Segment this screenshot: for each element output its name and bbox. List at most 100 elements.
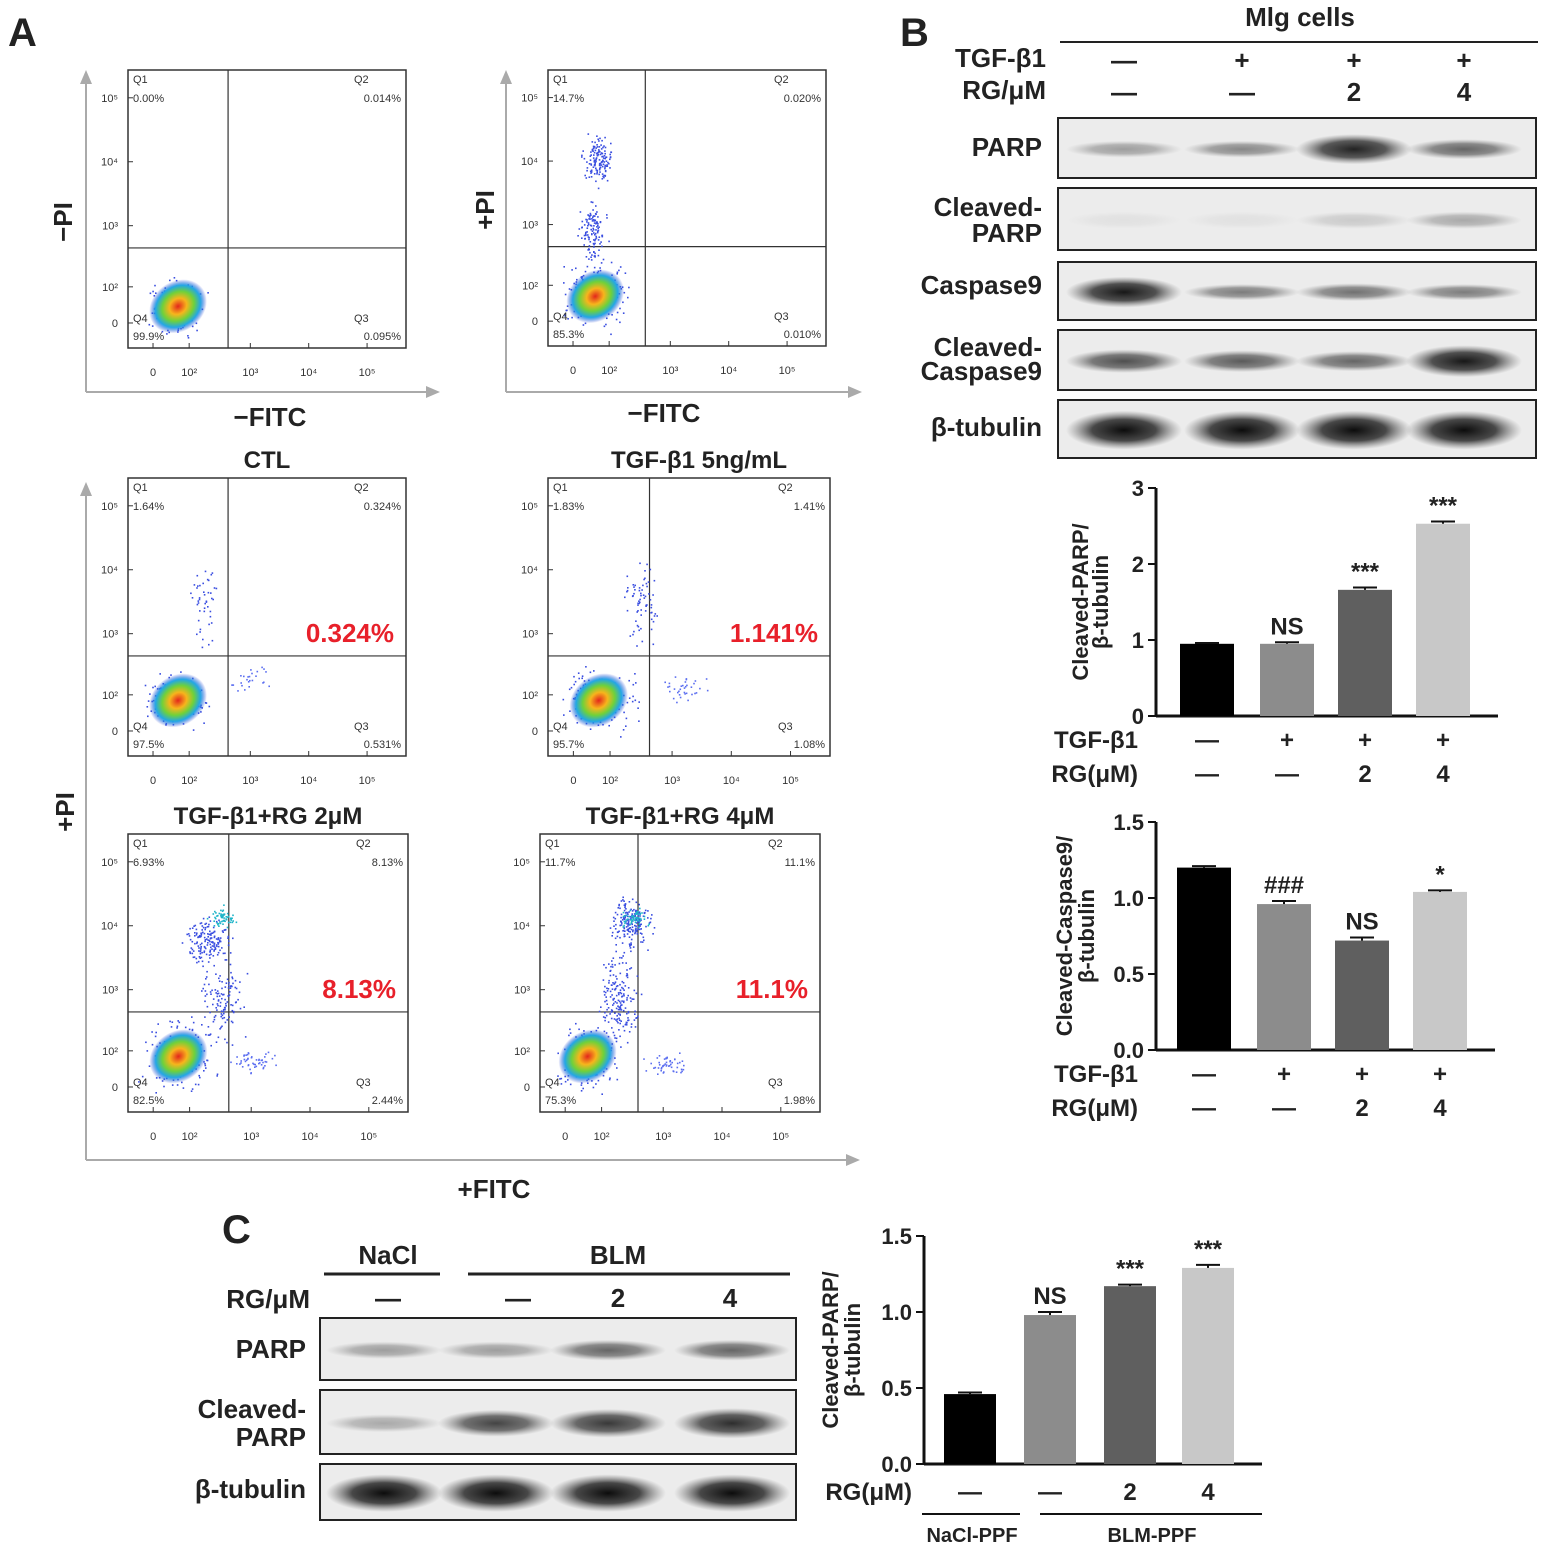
scatter-dot bbox=[617, 1005, 619, 1007]
scatter-dot bbox=[638, 629, 640, 632]
scatter-dot bbox=[232, 937, 234, 940]
scatter-dot bbox=[218, 977, 220, 980]
scatter-dot bbox=[202, 987, 204, 990]
scatter-dot bbox=[584, 233, 587, 235]
scatter-dot bbox=[616, 913, 619, 916]
scatter-dot bbox=[626, 915, 629, 918]
scatter-dot bbox=[656, 1057, 659, 1059]
scatter-dot bbox=[636, 611, 638, 613]
scatter-dot bbox=[626, 575, 629, 578]
scatter-dot bbox=[265, 671, 267, 673]
y-tick-label: 10⁴ bbox=[101, 565, 118, 577]
scatter-dot bbox=[196, 942, 198, 945]
scatter-dot bbox=[170, 674, 172, 676]
scatter-dot bbox=[602, 175, 604, 178]
scatter-dot bbox=[209, 1033, 212, 1035]
scatter-dot bbox=[205, 976, 208, 978]
scatter-dot bbox=[216, 954, 219, 956]
blot-band bbox=[550, 1408, 666, 1438]
scatter-dot bbox=[681, 1070, 683, 1073]
scatter-dot bbox=[634, 930, 637, 932]
scatter-dot bbox=[202, 926, 205, 929]
scatter-dot bbox=[627, 1017, 629, 1019]
scatter-dot bbox=[629, 927, 631, 929]
scatter-dot bbox=[611, 931, 614, 934]
scatter-dot bbox=[594, 141, 596, 144]
scatter-dot bbox=[216, 1003, 219, 1005]
scatter-dot bbox=[603, 994, 606, 996]
scatter-dot bbox=[616, 935, 619, 938]
scatter-dot bbox=[204, 926, 207, 929]
scatter-dot bbox=[560, 1077, 563, 1080]
scatter-dot bbox=[625, 908, 627, 910]
highlight-percent: 0.324% bbox=[306, 618, 394, 648]
scatter-dot bbox=[620, 913, 623, 916]
scatter-dot bbox=[593, 670, 595, 672]
scatter-dot bbox=[643, 578, 645, 581]
scatter-dot bbox=[676, 1066, 679, 1069]
blot-label: PARP bbox=[972, 218, 1042, 248]
x-label-plus-fitc: +FITC bbox=[458, 1174, 531, 1204]
scatter-dot bbox=[590, 225, 593, 227]
scatter-dot bbox=[633, 908, 635, 911]
scatter-dot bbox=[231, 1044, 234, 1046]
scatter-dot bbox=[593, 222, 596, 224]
scatter-dot bbox=[618, 962, 621, 965]
scatter-dot bbox=[593, 251, 595, 253]
scatter-dot bbox=[204, 923, 206, 925]
scatter-dot bbox=[589, 170, 592, 173]
scatter-dot bbox=[247, 681, 250, 683]
scatter-dot bbox=[203, 932, 206, 935]
scatter-dot bbox=[587, 249, 589, 251]
scatter-dot bbox=[596, 221, 598, 223]
scatter-dot bbox=[248, 675, 251, 678]
scatter-dot bbox=[623, 924, 625, 927]
scatter-dot bbox=[638, 903, 640, 906]
scatter-dot bbox=[218, 925, 220, 927]
scatter-dot bbox=[599, 137, 601, 140]
scatter-dot bbox=[213, 925, 216, 927]
scatter-dot bbox=[618, 1000, 621, 1003]
scatter-dot bbox=[611, 1010, 614, 1012]
scatter-dot bbox=[589, 241, 592, 243]
scatter-dot bbox=[221, 947, 223, 949]
scatter-dot bbox=[610, 1009, 613, 1011]
scatter-dot bbox=[197, 585, 199, 587]
scatter-dot bbox=[618, 269, 620, 272]
scatter-dot bbox=[594, 234, 596, 236]
scatter-dot bbox=[203, 607, 206, 609]
scatter-dot bbox=[203, 610, 206, 613]
scatter-dot bbox=[624, 985, 627, 987]
scatter-dot bbox=[647, 910, 649, 912]
condition-value: 2 bbox=[1358, 761, 1371, 788]
scatter-dot bbox=[645, 605, 647, 607]
scatter-dot bbox=[564, 313, 566, 316]
scatter-dot bbox=[206, 1005, 209, 1008]
scatter-dot bbox=[595, 169, 598, 171]
scatter-dot bbox=[217, 1000, 220, 1002]
scatter-dot bbox=[149, 693, 151, 695]
scatter-dot bbox=[213, 936, 216, 939]
scatter-dot bbox=[571, 269, 573, 271]
scatter-dot bbox=[638, 720, 640, 722]
scatter-dot bbox=[573, 675, 575, 678]
y-label-minus-pi: −PI bbox=[48, 202, 78, 242]
scatter-dot bbox=[586, 219, 588, 221]
scatter-dot bbox=[631, 933, 634, 936]
scatter-dot bbox=[209, 940, 211, 943]
scatter-dot bbox=[678, 690, 680, 693]
scatter-dot bbox=[639, 913, 641, 916]
scatter-dot bbox=[208, 954, 211, 956]
scatter-dot bbox=[575, 267, 577, 270]
x-tick-label: 10³ bbox=[655, 1131, 671, 1143]
scatter-dot bbox=[619, 991, 622, 994]
scatter-dot bbox=[615, 923, 617, 926]
blot-band bbox=[1184, 211, 1300, 229]
scatter-dot bbox=[597, 138, 599, 141]
scatter-dot bbox=[214, 948, 217, 950]
scatter-dot bbox=[643, 915, 646, 918]
scatter-dot bbox=[635, 929, 638, 931]
bar bbox=[1104, 1286, 1156, 1464]
condition-value: 2 bbox=[1355, 1095, 1368, 1122]
